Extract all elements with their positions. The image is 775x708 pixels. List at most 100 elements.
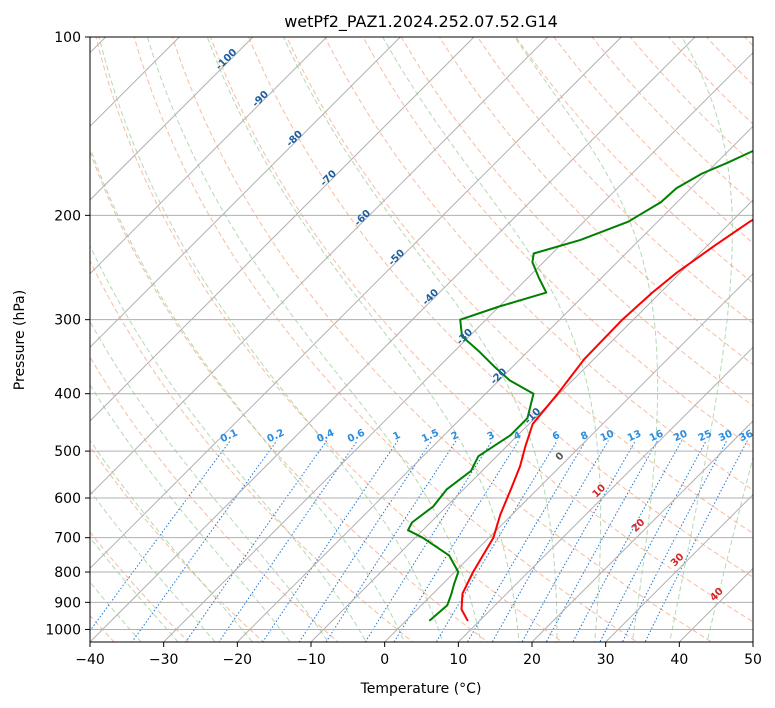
mixing-ratio-line bbox=[521, 440, 637, 642]
isotherm--90 bbox=[90, 37, 328, 275]
x-tick-label: −10 bbox=[296, 652, 326, 668]
y-tick-label: 1000 bbox=[45, 622, 81, 638]
mixing-ratio-label: 20 bbox=[672, 428, 689, 444]
adiabat-label: -70 bbox=[319, 168, 340, 189]
moist-adiabat bbox=[146, 37, 482, 642]
mixing-ratio-label: 4 bbox=[512, 430, 523, 443]
x-tick-label: −30 bbox=[149, 652, 179, 668]
isotherm--60 bbox=[90, 37, 549, 496]
isotherm-grid bbox=[90, 37, 753, 642]
guide-line-labels: 0.1 0.2 0.4 0.6 1 1.5 2 3 4 6 8 10 13 16 20 25 30 36-100-… bbox=[214, 47, 755, 604]
temperature-line bbox=[460, 218, 753, 622]
moist-adiabat bbox=[90, 439, 254, 642]
mixing-ratio-line bbox=[364, 440, 493, 642]
profile-series bbox=[407, 149, 753, 622]
y-tick-label: 500 bbox=[54, 444, 81, 460]
adiabat-label: -90 bbox=[250, 89, 271, 110]
isotherm--50 bbox=[90, 37, 622, 570]
moist-adiabat bbox=[98, 37, 444, 642]
dry-adiabat bbox=[209, 37, 753, 623]
mixing-ratio-label: 1 bbox=[391, 430, 402, 443]
moist-adiabat bbox=[669, 37, 733, 642]
chart-title: wetPf2_PAZ1.2024.252.07.52.G14 bbox=[284, 12, 558, 32]
adiabat-label: 30 bbox=[669, 551, 687, 569]
y-tick-label: 600 bbox=[54, 491, 81, 507]
dry-adiabat bbox=[705, 37, 753, 86]
mixing-ratio-line bbox=[325, 440, 457, 642]
dry-adiabat bbox=[756, 10, 775, 654]
isotherm--10 bbox=[310, 199, 753, 642]
dry-adiabat bbox=[591, 37, 753, 204]
isotherm-20 bbox=[531, 420, 753, 642]
adiabat-label: 20 bbox=[630, 517, 648, 535]
dry-adiabat bbox=[515, 37, 753, 284]
isotherm-30 bbox=[605, 493, 753, 642]
y-tick-label: 800 bbox=[54, 565, 81, 581]
moist-adiabat bbox=[206, 37, 520, 642]
y-tick-label: 400 bbox=[54, 387, 81, 403]
dry-adiabat bbox=[286, 37, 753, 534]
mixing-ratio-lines bbox=[90, 440, 748, 642]
mixing-ratio-label: 2 bbox=[450, 430, 461, 443]
mixing-ratio-label: 0.2 bbox=[266, 428, 287, 445]
isotherm--100 bbox=[90, 37, 254, 201]
x-axis-ticks: −40 −30 −20 −10 0 10 20 30 40 50 bbox=[75, 642, 762, 668]
mixing-ratio-line bbox=[90, 440, 231, 632]
dry-adiabat bbox=[400, 37, 753, 407]
mixing-ratio-label: 30 bbox=[717, 428, 734, 444]
dry-adiabat bbox=[629, 37, 753, 165]
x-tick-label: 30 bbox=[597, 652, 615, 668]
y-axis-ticks: 100 200 300 400 500 600 700 800 900 1000 bbox=[45, 30, 90, 638]
adiabat-label: -100 bbox=[214, 47, 240, 73]
mixing-ratio-label: 0.4 bbox=[315, 428, 336, 445]
mixing-ratio-line bbox=[621, 440, 728, 642]
x-tick-label: −40 bbox=[75, 652, 105, 668]
adiabat-label: -40 bbox=[421, 287, 442, 308]
mixing-ratio-line bbox=[298, 440, 432, 642]
mixing-ratio-line bbox=[491, 440, 609, 642]
mixing-ratio-line bbox=[466, 440, 587, 642]
y-tick-label: 200 bbox=[54, 208, 81, 224]
mixing-ratio-label: 3 bbox=[486, 430, 497, 443]
mixing-ratio-line bbox=[572, 440, 683, 642]
isotherm--40 bbox=[90, 37, 696, 642]
y-tick-label: 700 bbox=[54, 531, 81, 547]
y-tick-label: 100 bbox=[54, 30, 81, 46]
mixing-ratio-label: 13 bbox=[626, 428, 643, 444]
moist-adiabat bbox=[90, 536, 179, 642]
isobar-grid bbox=[90, 37, 753, 630]
adiabat-label: -10 bbox=[523, 406, 544, 427]
moist-adiabat bbox=[90, 244, 367, 642]
mixing-ratio-label: 8 bbox=[579, 430, 590, 443]
dry-adiabat bbox=[90, 259, 414, 642]
dry-adiabats bbox=[90, 10, 775, 654]
moist-adiabat bbox=[90, 581, 142, 642]
adiabat-label: -80 bbox=[284, 129, 305, 150]
mixing-ratio-line bbox=[262, 440, 399, 642]
x-tick-label: 50 bbox=[744, 652, 762, 668]
mixing-ratio-line bbox=[435, 440, 558, 642]
x-tick-label: 40 bbox=[670, 652, 688, 668]
x-tick-label: −20 bbox=[223, 652, 253, 668]
dry-adiabat bbox=[90, 531, 190, 642]
mixing-ratio-label: 36 bbox=[738, 428, 755, 444]
mixing-ratio-line bbox=[599, 440, 707, 642]
mixing-ratio-line bbox=[131, 440, 278, 642]
isotherm--80 bbox=[90, 37, 401, 349]
dry-adiabat bbox=[171, 37, 713, 642]
mixing-ratio-label: 10 bbox=[599, 428, 616, 444]
dry-adiabat bbox=[362, 37, 753, 449]
mixing-ratio-label: 16 bbox=[648, 428, 665, 444]
adiabat-label: -50 bbox=[387, 248, 408, 269]
mixing-ratio-line bbox=[185, 440, 328, 642]
dry-adiabat bbox=[90, 356, 340, 642]
mixing-ratio-label: 6 bbox=[551, 430, 562, 443]
moist-adiabat bbox=[706, 455, 753, 642]
isotherm-50 bbox=[752, 641, 753, 642]
x-tick-label: 0 bbox=[380, 652, 389, 668]
x-tick-label: 10 bbox=[449, 652, 467, 668]
moist-adiabat bbox=[514, 37, 659, 642]
y-tick-label: 900 bbox=[54, 595, 81, 611]
mixing-ratio-label: 25 bbox=[697, 428, 714, 444]
dry-adiabat bbox=[476, 37, 753, 325]
